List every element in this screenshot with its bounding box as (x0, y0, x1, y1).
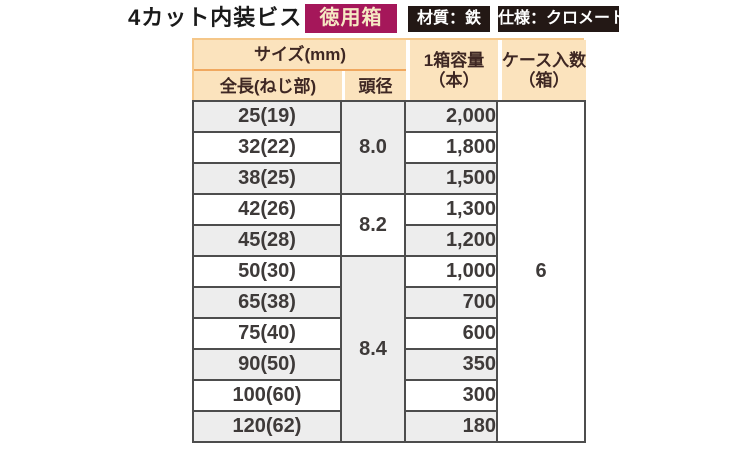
col-header-head-diameter: 頭径 (342, 71, 406, 102)
qty-cell: 300 (404, 379, 498, 412)
qty-cell: 1,000 (404, 255, 498, 288)
page-title: 4カット内装ビス (128, 5, 303, 30)
qty-cell: 1,300 (404, 193, 498, 226)
col-header-box-capacity: 1箱容量 （本） (406, 40, 498, 102)
qty-cell: 2,000 (404, 100, 498, 133)
table-row: 45(28) 1,200 (192, 224, 585, 257)
table-row: 90(50) 350 (192, 348, 585, 381)
qty-cell: 180 (404, 410, 498, 443)
economy-box-badge: 徳用箱 (305, 4, 397, 33)
case-count-line1: ケース入数 (501, 51, 586, 71)
qty-cell: 600 (404, 317, 498, 350)
col-header-size-group: サイズ(mm) (194, 40, 406, 71)
size-cell: 42(26) (192, 193, 342, 226)
table-row: 42(26) 8.2 1,300 (192, 193, 585, 257)
head-dia-cell: 8.0 (340, 100, 406, 195)
size-cell: 50(30) (192, 255, 342, 288)
case-count-line2: （箱） (518, 71, 570, 90)
qty-cell: 1,800 (404, 131, 498, 164)
size-cell: 25(19) (192, 100, 342, 133)
head-dia-cell: 8.2 (340, 193, 406, 257)
qty-cell: 700 (404, 286, 498, 319)
spec-badge: 仕様：クロメート (498, 6, 626, 32)
qty-cell: 1,500 (404, 162, 498, 195)
size-cell: 75(40) (192, 317, 342, 350)
table-row: 65(38) 700 (192, 286, 585, 319)
size-cell: 32(22) (192, 131, 342, 164)
col-header-case-count: ケース入数 （箱） (498, 40, 586, 102)
head-dia-cell: 8.4 (340, 255, 406, 443)
material-badge: 材質：鉄 (408, 6, 490, 32)
size-cell: 100(60) (192, 379, 342, 412)
spec-table: 25(19) 8.0 2,000 6 32(22) 1,800 38(25) 1… (192, 100, 586, 443)
case-count-cell: 6 (496, 100, 586, 443)
spec-table-header: サイズ(mm) 全長(ねじ部) 頭径 1箱容量 （本） ケース入数 （箱） (192, 38, 586, 102)
table-row: 38(25) 1,500 (192, 162, 585, 195)
qty-cell: 350 (404, 348, 498, 381)
col-header-length: 全長(ねじ部) (194, 71, 342, 102)
size-cell: 45(28) (192, 224, 342, 257)
table-row: 32(22) 1,800 (192, 131, 585, 164)
table-row: 50(30) 8.4 1,000 (192, 255, 585, 443)
table-row: 75(40) 600 (192, 317, 585, 350)
size-cell: 90(50) (192, 348, 342, 381)
box-capacity-line1: 1箱容量 (423, 51, 485, 71)
table-row: 120(62) 180 (192, 410, 585, 443)
size-cell: 65(38) (192, 286, 342, 319)
box-capacity-line2: （本） (428, 71, 480, 90)
size-cell: 120(62) (192, 410, 342, 443)
table-row: 100(60) 300 (192, 379, 585, 412)
qty-cell: 1,200 (404, 224, 498, 257)
table-row: 25(19) 8.0 2,000 6 (192, 100, 586, 443)
size-cell: 38(25) (192, 162, 342, 195)
